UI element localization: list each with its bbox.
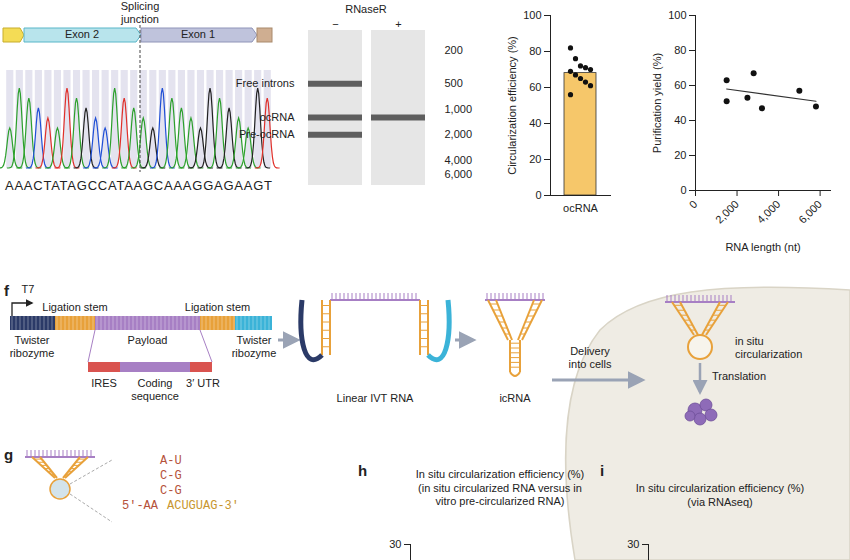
svg-text:200: 200 xyxy=(445,44,463,56)
svg-text:Circularization efficiency (%): Circularization efficiency (%) xyxy=(506,36,518,175)
svg-text:80: 80 xyxy=(674,44,686,56)
html-text:3′ UTR: 3′ UTR xyxy=(186,377,220,389)
html-text:Exon 1: Exon 1 xyxy=(180,28,216,40)
html-text:Exon 2: Exon 2 xyxy=(64,28,100,40)
html-text:Splicing junction: Splicing junction xyxy=(120,0,160,25)
html-text:(via RNAseq): (via RNAseq) xyxy=(687,496,753,508)
svg-text:6,000: 6,000 xyxy=(445,168,473,180)
html-text:Delivery into cells: Delivery into cells xyxy=(568,345,612,370)
html-text:5′-AA: 5′-AA xyxy=(122,499,158,513)
html-text:Ligation stem: Ligation stem xyxy=(184,301,251,313)
svg-text:2,000: 2,000 xyxy=(713,198,741,226)
html-text:In situ circularization effici: In situ circularization efficiency (%) xyxy=(635,482,805,494)
html-text:Coding sequence: Coding sequence xyxy=(131,377,179,402)
html-text:icRNA: icRNA xyxy=(499,392,531,404)
svg-text:40: 40 xyxy=(529,117,541,129)
html-text:A-U: A-U xyxy=(160,454,182,468)
svg-text:ocRNA: ocRNA xyxy=(563,202,599,214)
svg-text:30: 30 xyxy=(627,538,639,550)
html-text:Ligation stem: Ligation stem xyxy=(42,301,108,313)
svg-text:4,000: 4,000 xyxy=(445,154,473,166)
svg-text:100: 100 xyxy=(523,9,541,21)
html-text:T7: T7 xyxy=(21,283,35,295)
svg-text:Purification yield (%): Purification yield (%) xyxy=(651,53,663,153)
svg-text:Free introns: Free introns xyxy=(236,77,295,89)
svg-text:RNA length (nt): RNA length (nt) xyxy=(725,241,800,253)
svg-text:40: 40 xyxy=(674,114,686,126)
svg-text:0: 0 xyxy=(535,189,541,201)
html-text:C-G: C-G xyxy=(160,469,182,483)
svg-text:0: 0 xyxy=(687,198,700,211)
svg-text:2,000: 2,000 xyxy=(445,128,473,140)
html-text:f: f xyxy=(4,282,9,299)
html-text:Twister ribozyme: Twister ribozyme xyxy=(9,334,55,359)
html-text:Translation: Translation xyxy=(712,370,766,382)
html-text:In situ circularization effici: In situ circularization efficiency (%) xyxy=(415,468,585,480)
html-text:i: i xyxy=(600,462,605,479)
svg-text:4,000: 4,000 xyxy=(755,198,783,226)
svg-text:80: 80 xyxy=(529,45,541,57)
svg-text:30: 30 xyxy=(389,538,401,550)
html-text:IRES: IRES xyxy=(91,377,117,389)
svg-text:1,000: 1,000 xyxy=(445,103,473,115)
svg-text:ocRNA: ocRNA xyxy=(260,111,296,123)
svg-text:100: 100 xyxy=(668,9,686,21)
svg-text:20: 20 xyxy=(674,149,686,161)
html-text:g: g xyxy=(4,446,14,463)
html-text:h: h xyxy=(358,462,368,479)
html-text:RNaseR: RNaseR xyxy=(345,3,387,15)
html-text:Linear IVT RNA: Linear IVT RNA xyxy=(336,392,414,404)
svg-text:60: 60 xyxy=(674,79,686,91)
html-text:Payload: Payload xyxy=(127,334,168,346)
html-text:C-G: C-G xyxy=(160,484,182,498)
html-text:Twister ribozyme: Twister ribozyme xyxy=(231,334,277,359)
html-text:ACUGUAG-3′: ACUGUAG-3′ xyxy=(167,499,239,513)
svg-text:60: 60 xyxy=(529,81,541,93)
html-text:in situ circularization: in situ circularization xyxy=(735,335,803,360)
svg-text:500: 500 xyxy=(445,77,463,89)
svg-text:0: 0 xyxy=(680,184,686,196)
svg-text:−: − xyxy=(332,18,338,30)
svg-text:AAACTATAGCCATAAGCAAAGGAGAAGT: AAACTATAGCCATAAGCAAAGGAGAAGT xyxy=(5,178,272,193)
html-text:(in situ circularized RNA vers: (in situ circularized RNA versus in vitr… xyxy=(418,482,582,507)
svg-text:6,000: 6,000 xyxy=(796,198,824,226)
svg-text:20: 20 xyxy=(529,153,541,165)
svg-text:+: + xyxy=(395,18,401,30)
svg-text:Pre-ocRNA: Pre-ocRNA xyxy=(239,128,295,140)
